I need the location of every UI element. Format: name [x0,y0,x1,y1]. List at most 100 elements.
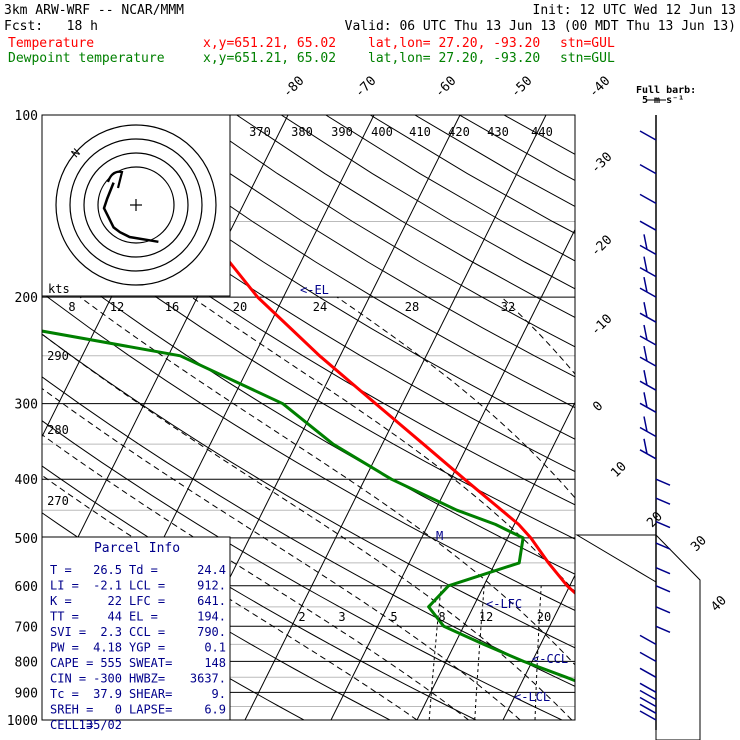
moist-adiabat [191,296,575,593]
wind-barb [639,703,657,714]
wind-barb [655,567,671,575]
hodograph-speed-label: 24 [313,300,327,314]
isotherm-label: -10 [588,312,615,339]
parcel-info-value: 194. [197,610,226,624]
wind-barb [655,478,671,486]
temperature-profile [174,115,575,595]
isotherm-line [244,115,547,720]
moist-adiabat [336,296,575,499]
isotherm-line [416,401,575,720]
dewpoint-xy: x,y=651.21, 65.02 [203,51,337,66]
dry-adiabat [42,174,575,506]
parcel-info-value: 0 [115,703,122,717]
wind-barb [639,324,657,346]
moist-adiabat [42,333,573,720]
wind-barb [639,256,657,278]
isotherm-label: -60 [432,74,459,101]
dry-adiabat [414,115,575,208]
hodograph-ring [69,138,203,272]
isotherm-label: -20 [588,233,615,260]
parcel-info-key: CCL = [129,625,165,639]
parcel-info-key: TT = [50,610,79,624]
parcel-info-key: LCL = [129,579,165,593]
hodograph-speed-label: 16 [165,300,179,314]
wind-barb [655,542,671,550]
theta-label: 390 [331,125,353,139]
wind-barb [639,667,657,678]
parcel-info-value: -300 [93,672,122,686]
mixing-ratio-line [474,585,485,720]
parcel-info-value: 790. [197,625,226,639]
parcel-info-value: 6.9 [204,703,226,717]
parcel-info-value: 9. [212,687,226,701]
parcel-info-key: CIN = [50,672,86,686]
barb-scale-label: Full barb: [636,85,697,96]
pressure-label: 1000 [7,714,38,729]
init-time: Init: 12 UTC Wed 12 Jun 13 [532,3,737,18]
mixing-ratio-line [534,585,542,720]
parcel-info-key: PW = [50,641,79,655]
barb-panel-outline [575,534,701,740]
parcel-info-value: -2.1 [93,579,122,593]
isotherm-line [330,228,575,720]
parcel-info-value: 22 [108,594,122,608]
wind-barb [639,438,657,460]
parcel-info-value: 3637. [190,672,226,686]
parcel-info-key: LAPSE= [129,703,172,717]
wind-barb [639,689,657,701]
dry-adiabat [503,115,575,155]
parcel-info-key: SWEAT= [129,656,172,670]
parcel-info-key: SHEAR= [129,687,172,701]
mixing-ratio-label: 20 [537,610,551,624]
parcel-info-key: HWBZ= [129,672,165,686]
pressure-label: 400 [15,473,38,488]
parcel-info-value: 4.18 [93,641,122,655]
isotherm-label: 20 [644,509,666,531]
wind-barb [639,276,657,298]
model-title: 3km ARW-WRF -- NCAR/MMM [4,3,185,18]
parcel-info-key: LFC = [129,594,165,608]
wind-barb [639,130,657,141]
pressure-label: 700 [15,620,38,635]
parcel-info-key: T = [50,563,72,577]
mixing-ratio-line [428,585,442,720]
dry-adiabat [236,115,575,318]
parcel-info-title: Parcel Info [94,541,180,556]
dewpoint-profile [42,115,575,683]
parcel-info-key: SREH = [50,703,93,717]
pressure-label: 500 [15,532,38,547]
hodograph-speed-label: 32 [501,300,515,314]
mixing-ratio-label: 5 [390,610,397,624]
dry-adiabat [370,115,575,234]
parcel-info-key: SVI = [50,625,86,639]
wind-barb [639,220,657,231]
dewpoint-latlon: lat,lon= 27.20, -93.20 [368,51,541,66]
mixing-ratio-label: 2 [298,610,305,624]
mixing-ratio-line [593,586,596,720]
mixing-ratio-label: 8 [438,610,445,624]
parcel-info-value: 24.4 [197,563,226,577]
parcel-info-value: 37.9 [93,687,122,701]
wind-barb [639,710,657,721]
pressure-label: 200 [15,291,38,306]
mixing-ratio-label: 3 [338,610,345,624]
parcel-info-key: K = [50,594,72,608]
pressure-label: 300 [15,398,38,413]
wind-barb [639,302,657,323]
dry-adiabat [281,115,575,290]
temperature-stn: stn=GUL [560,36,615,51]
parcel-info-box [41,536,231,721]
level-mark: M [436,529,443,543]
wind-barb [655,585,671,593]
dry-adiabat [42,292,575,611]
isotherm-label: -70 [352,74,379,101]
isotherm-line [675,115,740,720]
moist-adiabat [42,434,469,720]
forecast-hour: Fcst: 18 h [4,19,98,34]
dry-adiabat [147,115,575,378]
parcel-info-value: 0.1 [204,641,226,655]
parcel-info-key: LI = [50,579,79,593]
wind-barb [639,234,657,256]
plot-frame [41,114,576,721]
parcel-info-value: 148 [204,656,226,670]
